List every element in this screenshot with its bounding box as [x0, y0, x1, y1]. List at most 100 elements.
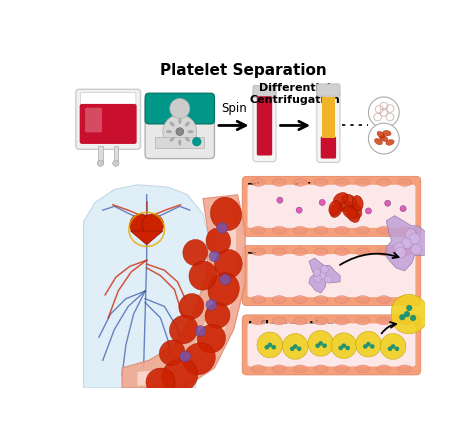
Ellipse shape: [188, 130, 194, 133]
Ellipse shape: [293, 317, 307, 325]
Ellipse shape: [314, 179, 328, 186]
Circle shape: [399, 314, 405, 320]
Circle shape: [405, 228, 416, 239]
Polygon shape: [130, 231, 163, 245]
Ellipse shape: [380, 136, 388, 141]
Ellipse shape: [398, 179, 411, 186]
FancyBboxPatch shape: [81, 92, 136, 106]
Text: Differential
Centrifugation: Differential Centrifugation: [250, 83, 341, 105]
Ellipse shape: [185, 137, 190, 142]
Ellipse shape: [350, 204, 362, 218]
Ellipse shape: [334, 193, 348, 204]
Ellipse shape: [335, 179, 349, 186]
Ellipse shape: [293, 179, 307, 186]
Polygon shape: [137, 199, 236, 386]
Circle shape: [297, 347, 301, 351]
Bar: [155, 137, 204, 148]
FancyBboxPatch shape: [253, 90, 276, 162]
Ellipse shape: [170, 137, 174, 142]
Ellipse shape: [251, 248, 265, 255]
Ellipse shape: [251, 179, 265, 186]
Ellipse shape: [251, 296, 265, 303]
FancyBboxPatch shape: [145, 93, 214, 124]
Ellipse shape: [179, 293, 204, 319]
Ellipse shape: [337, 201, 353, 212]
Ellipse shape: [356, 317, 370, 325]
Ellipse shape: [185, 122, 190, 126]
Circle shape: [313, 269, 321, 276]
Circle shape: [319, 341, 323, 346]
Circle shape: [319, 199, 325, 205]
Ellipse shape: [335, 317, 349, 325]
FancyBboxPatch shape: [253, 85, 276, 98]
Polygon shape: [283, 334, 308, 359]
Ellipse shape: [398, 365, 411, 373]
Bar: [114, 146, 118, 163]
Polygon shape: [309, 258, 340, 293]
Ellipse shape: [197, 324, 226, 353]
Ellipse shape: [205, 303, 230, 329]
Ellipse shape: [398, 226, 411, 234]
Circle shape: [404, 311, 410, 317]
Ellipse shape: [356, 296, 370, 303]
Circle shape: [296, 207, 302, 213]
Circle shape: [272, 345, 276, 350]
Ellipse shape: [169, 315, 198, 344]
Ellipse shape: [335, 365, 349, 373]
Circle shape: [406, 305, 412, 311]
Circle shape: [384, 200, 391, 206]
Circle shape: [290, 347, 294, 351]
Polygon shape: [122, 195, 245, 388]
Polygon shape: [331, 333, 357, 358]
Circle shape: [113, 160, 119, 166]
Ellipse shape: [352, 196, 363, 211]
Ellipse shape: [356, 179, 370, 186]
FancyBboxPatch shape: [317, 84, 340, 96]
Circle shape: [163, 115, 197, 149]
Circle shape: [370, 344, 374, 349]
FancyBboxPatch shape: [321, 136, 336, 159]
Ellipse shape: [377, 131, 384, 138]
Ellipse shape: [293, 226, 307, 234]
Ellipse shape: [335, 296, 349, 303]
Polygon shape: [380, 334, 406, 359]
Ellipse shape: [272, 296, 286, 303]
Circle shape: [395, 347, 399, 351]
Polygon shape: [83, 185, 210, 388]
FancyBboxPatch shape: [76, 89, 140, 150]
Circle shape: [341, 344, 346, 348]
Ellipse shape: [159, 340, 185, 365]
FancyBboxPatch shape: [85, 108, 102, 133]
Ellipse shape: [272, 226, 286, 234]
Ellipse shape: [356, 226, 370, 234]
Polygon shape: [391, 294, 428, 334]
Ellipse shape: [146, 368, 175, 396]
Circle shape: [411, 244, 421, 255]
Ellipse shape: [398, 248, 411, 255]
Ellipse shape: [272, 248, 286, 255]
Circle shape: [220, 274, 231, 285]
Circle shape: [363, 344, 368, 349]
Text: Tissue Injury: Tissue Injury: [248, 182, 333, 195]
Ellipse shape: [183, 239, 208, 266]
Circle shape: [368, 123, 399, 154]
FancyBboxPatch shape: [247, 324, 415, 367]
Text: Tumor: Tumor: [248, 251, 290, 264]
Text: Platelet Separation: Platelet Separation: [160, 63, 326, 78]
Circle shape: [277, 197, 283, 203]
Circle shape: [293, 344, 298, 349]
Ellipse shape: [335, 248, 349, 255]
Ellipse shape: [377, 317, 391, 325]
FancyBboxPatch shape: [317, 89, 340, 163]
Ellipse shape: [377, 365, 391, 373]
Circle shape: [366, 342, 371, 347]
Ellipse shape: [377, 179, 391, 186]
Ellipse shape: [343, 206, 357, 218]
Ellipse shape: [208, 273, 239, 306]
Circle shape: [315, 344, 320, 348]
Circle shape: [314, 275, 321, 283]
Ellipse shape: [335, 226, 349, 234]
Ellipse shape: [314, 226, 328, 234]
Polygon shape: [356, 331, 382, 357]
Circle shape: [395, 247, 406, 258]
